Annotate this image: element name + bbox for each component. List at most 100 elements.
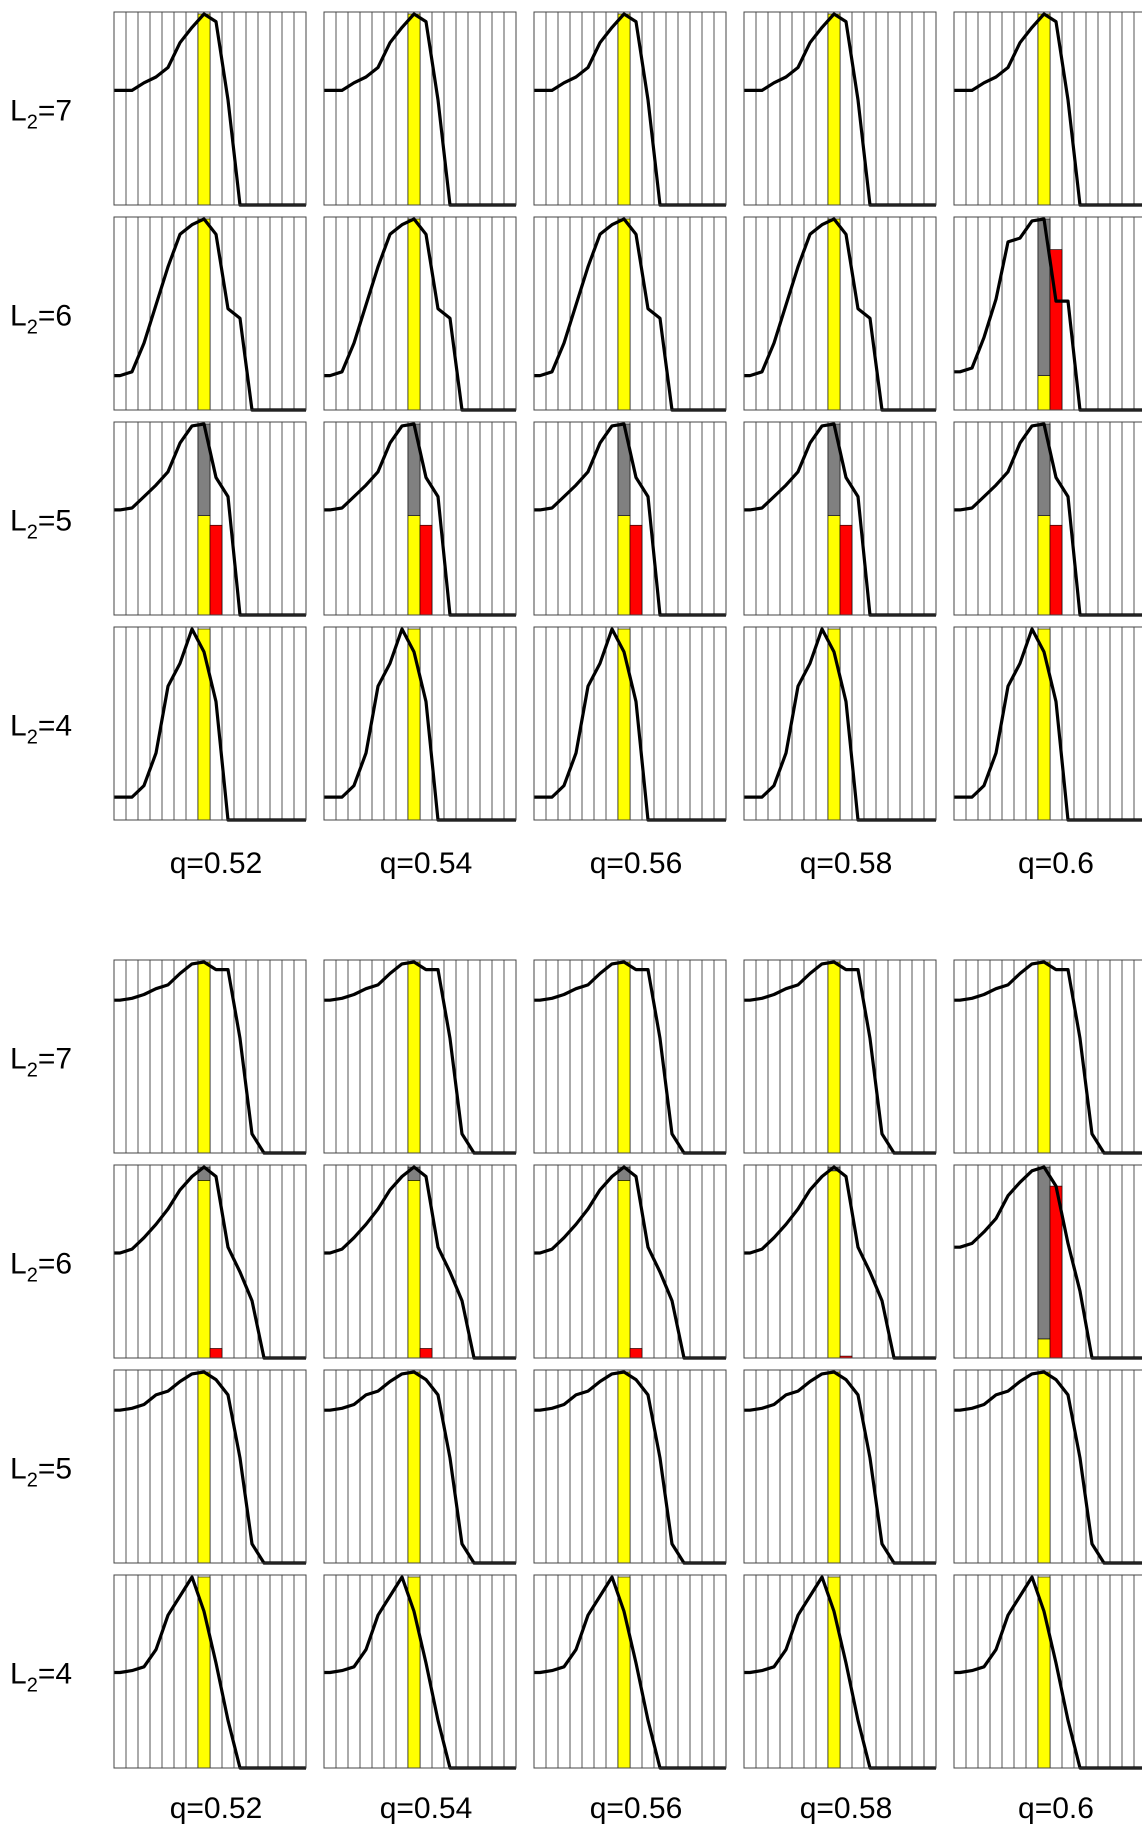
bar-gray	[1037, 1166, 1051, 1340]
panel	[953, 959, 1142, 1155]
bar-red	[1049, 524, 1063, 616]
panel-frame	[953, 421, 1142, 616]
row-label: L2=7	[10, 95, 72, 134]
bar-red	[209, 524, 223, 616]
bar-yellow	[407, 1180, 421, 1359]
column-label: q=0.56	[590, 1792, 683, 1825]
column-label: q=0.56	[590, 847, 683, 880]
row-label-subscript: 2	[27, 1470, 38, 1492]
panel	[113, 1369, 307, 1565]
panel	[533, 1574, 727, 1770]
row-label-main: L	[10, 300, 27, 333]
panel-frame	[113, 216, 307, 411]
panel	[743, 1369, 937, 1565]
panel-frame	[323, 626, 517, 821]
row-label-subscript: 2	[27, 1060, 38, 1082]
row-label: L2=6	[10, 1248, 72, 1287]
panel	[743, 11, 937, 207]
panel-frame	[743, 1369, 937, 1564]
panel-frame	[743, 959, 937, 1154]
bar-red	[839, 524, 853, 616]
column-label: q=0.52	[170, 1792, 263, 1825]
panel	[533, 216, 727, 412]
row-label-subscript: 2	[27, 112, 38, 134]
row-label-main: L	[10, 1453, 27, 1486]
bar-yellow	[197, 1576, 211, 1769]
panel-frame	[743, 421, 937, 616]
panel-frame	[533, 626, 727, 821]
row-label: L2=5	[10, 1453, 72, 1492]
bar-yellow	[617, 961, 631, 1154]
panel	[533, 959, 727, 1155]
bar-yellow	[197, 218, 211, 411]
bar-yellow	[407, 1371, 421, 1564]
panel	[113, 1574, 307, 1770]
row-label-subscript: 2	[27, 727, 38, 749]
row-label: L2=4	[10, 710, 72, 749]
panel-frame	[953, 11, 1142, 206]
column-label: q=0.54	[380, 847, 473, 880]
panel	[533, 1164, 727, 1360]
bar-yellow	[407, 13, 421, 206]
panel-frame	[953, 626, 1142, 821]
bar-yellow	[1037, 375, 1051, 411]
panel	[953, 11, 1142, 207]
bar-yellow	[197, 515, 211, 616]
row-label-subscript: 2	[27, 522, 38, 544]
panel	[743, 626, 937, 822]
panel	[113, 421, 307, 617]
row-label: L2=5	[10, 505, 72, 544]
panel-frame	[533, 421, 727, 616]
panel-frame	[953, 1574, 1142, 1769]
panel	[743, 421, 937, 617]
row-label-value: =5	[38, 1453, 72, 1486]
panel	[533, 421, 727, 617]
bar-yellow	[617, 13, 631, 206]
row-label-subscript: 2	[27, 1265, 38, 1287]
panel	[743, 216, 937, 412]
bar-yellow	[827, 13, 841, 206]
panel	[533, 1369, 727, 1565]
panel	[953, 421, 1142, 617]
panel-frame	[323, 11, 517, 206]
column-label: q=0.6	[1018, 847, 1094, 880]
panel-frame	[533, 1574, 727, 1769]
row-label-subscript: 2	[27, 1675, 38, 1697]
panel-frame	[533, 959, 727, 1154]
panel	[113, 216, 307, 412]
bar-yellow	[407, 961, 421, 1154]
bar-yellow	[197, 961, 211, 1154]
column-label: q=0.6	[1018, 1792, 1094, 1825]
panel-frame	[953, 1164, 1142, 1359]
bar-yellow	[827, 1371, 841, 1564]
bar-red	[629, 1348, 643, 1359]
bar-yellow	[827, 961, 841, 1154]
row-label: L2=4	[10, 1658, 72, 1697]
panel	[113, 959, 307, 1155]
panel	[113, 11, 307, 207]
bar-red	[629, 524, 643, 616]
bar-yellow	[1037, 1576, 1051, 1769]
panel	[743, 1574, 937, 1770]
column-label: q=0.58	[800, 1792, 893, 1825]
panel-frame	[743, 1574, 937, 1769]
panel-frame	[113, 1574, 307, 1769]
bar-yellow	[827, 1170, 841, 1359]
panel-frame	[743, 216, 937, 411]
panel-frame	[323, 421, 517, 616]
panel-frame	[533, 1369, 727, 1564]
row-label-subscript: 2	[27, 317, 38, 339]
panel-frame	[323, 1574, 517, 1769]
row-label-main: L	[10, 1043, 27, 1076]
row-label-main: L	[10, 505, 27, 538]
panel-frame	[743, 1164, 937, 1359]
bar-yellow	[827, 515, 841, 616]
bar-yellow	[1037, 961, 1051, 1154]
panel-frame	[953, 1369, 1142, 1564]
row-label-value: =5	[38, 505, 72, 538]
panel-frame	[743, 626, 937, 821]
bar-yellow	[1037, 13, 1051, 206]
panel-frame	[533, 216, 727, 411]
panel	[953, 216, 1142, 412]
row-label-value: =4	[38, 710, 72, 743]
